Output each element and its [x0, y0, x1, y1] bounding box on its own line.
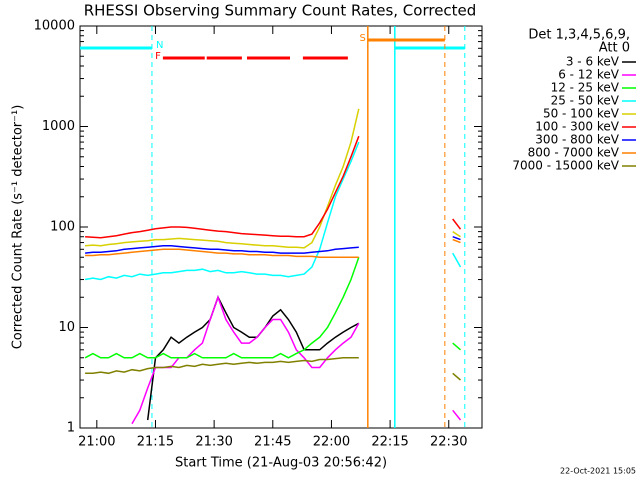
legend-label: 6 - 12 keV	[558, 68, 620, 82]
x-tick-label: 21:45	[254, 435, 291, 450]
legend-header: Att 0	[599, 41, 630, 56]
y-tick-label: 10	[58, 320, 75, 335]
series-line	[85, 235, 461, 254]
legend-label: 12 - 25 keV	[551, 81, 620, 95]
series-line	[84, 257, 461, 359]
x-tick-label: 21:30	[195, 435, 232, 450]
flag-label: N	[156, 40, 163, 51]
legend-label: 50 - 100 keV	[543, 107, 620, 121]
series-line	[85, 357, 461, 381]
legend-label: 3 - 6 keV	[566, 55, 620, 69]
y-axis-label: Corrected Count Rate (s⁻¹ detector⁻¹)	[11, 105, 26, 350]
series-line	[146, 295, 360, 421]
x-tick-label: 22:00	[313, 435, 350, 450]
footer: 22-Oct-2021 15:05	[560, 467, 636, 476]
y-tick-label: 100	[50, 220, 75, 235]
chart-title: RHESSI Observing Summary Count Rates, Co…	[84, 2, 477, 20]
legend-label: 800 - 7000 keV	[528, 146, 620, 160]
y-tick-label: 10000	[34, 19, 75, 34]
legend-label: 100 - 300 keV	[535, 120, 619, 134]
series-line	[85, 135, 462, 239]
x-tick-label: 22:15	[371, 435, 408, 450]
legend-label: 25 - 50 keV	[551, 94, 620, 108]
series-line	[85, 108, 461, 249]
x-tick-label: 21:00	[78, 435, 115, 450]
series-line	[85, 238, 461, 259]
flag-label: S	[359, 33, 365, 44]
legend-label: 300 - 800 keV	[535, 133, 619, 147]
series-line	[131, 294, 462, 425]
legend-header: Det 1,3,4,5,6,9,	[528, 28, 630, 43]
x-tick-label: 21:15	[137, 435, 174, 450]
x-tick-label: 22:30	[430, 435, 467, 450]
x-axis-label: Start Time (21-Aug-03 20:56:42)	[175, 456, 387, 471]
legend-label: 7000 - 15000 keV	[512, 159, 619, 173]
y-tick-label: 1	[67, 421, 75, 436]
y-tick-label: 1000	[42, 119, 75, 134]
series-line	[84, 141, 462, 281]
flag-label: F	[155, 51, 161, 62]
